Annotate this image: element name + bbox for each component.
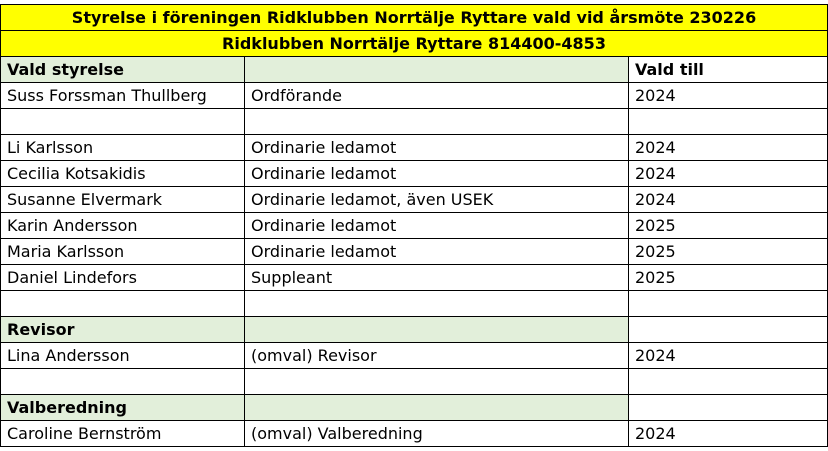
empty-cell[interactable] [629, 369, 828, 395]
role-cell[interactable]: (omval) Valberedning [245, 421, 629, 447]
role-cell[interactable]: Ordinarie ledamot [245, 135, 629, 161]
empty-cell[interactable] [245, 109, 629, 135]
empty-cell[interactable] [0, 109, 245, 135]
title-row: Styrelse i föreningen Ridklubben Norrtäl… [0, 4, 828, 31]
empty-cell[interactable] [0, 291, 245, 317]
table-row: Li Karlsson Ordinarie ledamot 2024 [0, 135, 828, 161]
empty-cell[interactable] [245, 317, 629, 343]
role-cell[interactable]: (omval) Revisor [245, 343, 629, 369]
role-cell[interactable]: Suppleant [245, 265, 629, 291]
until-cell[interactable]: 2024 [629, 343, 828, 369]
until-cell[interactable]: 2024 [629, 135, 828, 161]
header-name-cell[interactable]: Vald styrelse [0, 57, 245, 83]
table-row: Karin Andersson Ordinarie ledamot 2025 [0, 213, 828, 239]
empty-cell[interactable] [245, 369, 629, 395]
subtitle-cell[interactable]: Ridklubben Norrtälje Ryttare 814400-4853 [0, 31, 828, 57]
until-cell[interactable]: 2024 [629, 83, 828, 109]
empty-cell[interactable] [0, 369, 245, 395]
role-cell[interactable]: Ordförande [245, 83, 629, 109]
name-cell[interactable]: Daniel Lindefors [0, 265, 245, 291]
empty-cell[interactable] [629, 317, 828, 343]
empty-row [0, 109, 828, 135]
table-row: Suss Forssman Thullberg Ordförande 2024 [0, 83, 828, 109]
table-row: Susanne Elvermark Ordinarie ledamot, äve… [0, 187, 828, 213]
name-cell[interactable]: Lina Andersson [0, 343, 245, 369]
name-cell[interactable]: Suss Forssman Thullberg [0, 83, 245, 109]
empty-cell[interactable] [245, 291, 629, 317]
empty-cell[interactable] [245, 395, 629, 421]
name-cell[interactable]: Susanne Elvermark [0, 187, 245, 213]
name-cell[interactable]: Cecilia Kotsakidis [0, 161, 245, 187]
table-row: Caroline Bernström (omval) Valberedning … [0, 421, 828, 447]
role-cell[interactable]: Ordinarie ledamot, även USEK [245, 187, 629, 213]
empty-cell[interactable] [629, 395, 828, 421]
until-cell[interactable]: 2024 [629, 161, 828, 187]
name-cell[interactable]: Maria Karlsson [0, 239, 245, 265]
revisor-heading-row: Revisor [0, 317, 828, 343]
empty-cell[interactable] [629, 291, 828, 317]
empty-row [0, 369, 828, 395]
name-cell[interactable]: Karin Andersson [0, 213, 245, 239]
name-cell[interactable]: Caroline Bernström [0, 421, 245, 447]
revisor-heading-cell[interactable]: Revisor [0, 317, 245, 343]
empty-row [0, 291, 828, 317]
column-header-row: Vald styrelse Vald till [0, 57, 828, 83]
role-cell[interactable]: Ordinarie ledamot [245, 239, 629, 265]
name-cell[interactable]: Li Karlsson [0, 135, 245, 161]
valberedning-heading-cell[interactable]: Valberedning [0, 395, 245, 421]
until-cell[interactable]: 2025 [629, 239, 828, 265]
table-row: Cecilia Kotsakidis Ordinarie ledamot 202… [0, 161, 828, 187]
empty-cell[interactable] [629, 109, 828, 135]
valberedning-heading-row: Valberedning [0, 395, 828, 421]
until-cell[interactable]: 2025 [629, 213, 828, 239]
until-cell[interactable]: 2024 [629, 187, 828, 213]
role-cell[interactable]: Ordinarie ledamot [245, 213, 629, 239]
header-until-cell[interactable]: Vald till [629, 57, 828, 83]
table-row: Daniel Lindefors Suppleant 2025 [0, 265, 828, 291]
table-row: Lina Andersson (omval) Revisor 2024 [0, 343, 828, 369]
role-cell[interactable]: Ordinarie ledamot [245, 161, 629, 187]
until-cell[interactable]: 2024 [629, 421, 828, 447]
header-role-cell[interactable] [245, 57, 629, 83]
title-cell[interactable]: Styrelse i föreningen Ridklubben Norrtäl… [0, 4, 828, 31]
until-cell[interactable]: 2025 [629, 265, 828, 291]
table-row: Maria Karlsson Ordinarie ledamot 2025 [0, 239, 828, 265]
subtitle-row: Ridklubben Norrtälje Ryttare 814400-4853 [0, 31, 828, 57]
